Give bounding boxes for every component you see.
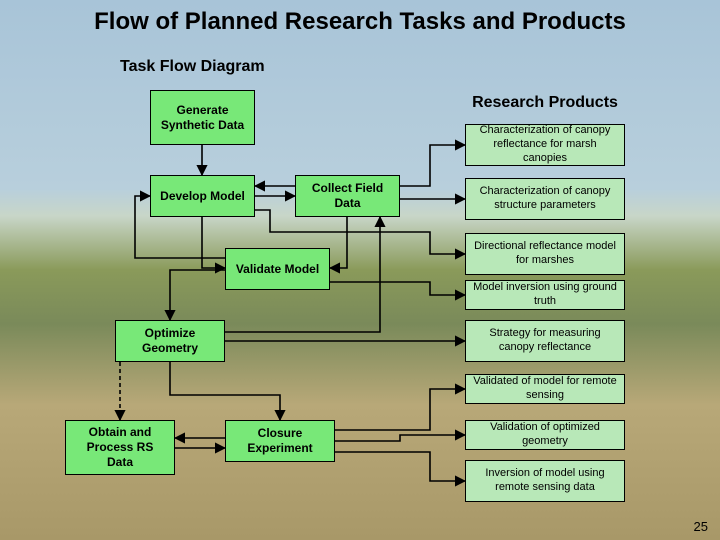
node-p3: Directional reflectance model for marshe… [465,233,625,275]
products-heading: Research Products [460,94,630,112]
node-p4: Model inversion using ground truth [465,280,625,310]
edge-collect-to-validate [330,217,347,268]
edge-develop-to-validate [202,217,225,268]
node-p2: Characterization of canopy structure par… [465,178,625,220]
node-p5: Strategy for measuring canopy reflectanc… [465,320,625,362]
node-validate: Validate Model [225,248,330,290]
page-number: 25 [694,519,708,534]
edge-validate-to-optimize [170,270,225,320]
node-p7: Validation of optimized geometry [465,420,625,450]
node-collect: Collect Field Data [295,175,400,217]
page-title: Flow of Planned Research Tasks and Produ… [0,8,720,36]
edge-closure-to-p7 [335,435,465,441]
node-p6: Validated of model for remote sensing [465,374,625,404]
edge-optimize-to-closure [170,362,280,420]
edge-closure-to-p8 [335,452,465,481]
edge-closure-to-p6 [335,389,465,430]
node-p1: Characterization of canopy reflectance f… [465,124,625,166]
edge-collect-to-p1 [400,145,465,186]
node-obtain: Obtain and Process RS Data [65,420,175,475]
node-optimize: Optimize Geometry [115,320,225,362]
node-p8: Inversion of model using remote sensing … [465,460,625,502]
node-generate: Generate Synthetic Data [150,90,255,145]
node-closure: Closure Experiment [225,420,335,462]
diagram-subtitle: Task Flow Diagram [120,58,265,76]
edge-validate-to-p4 [330,282,465,295]
node-develop: Develop Model [150,175,255,217]
